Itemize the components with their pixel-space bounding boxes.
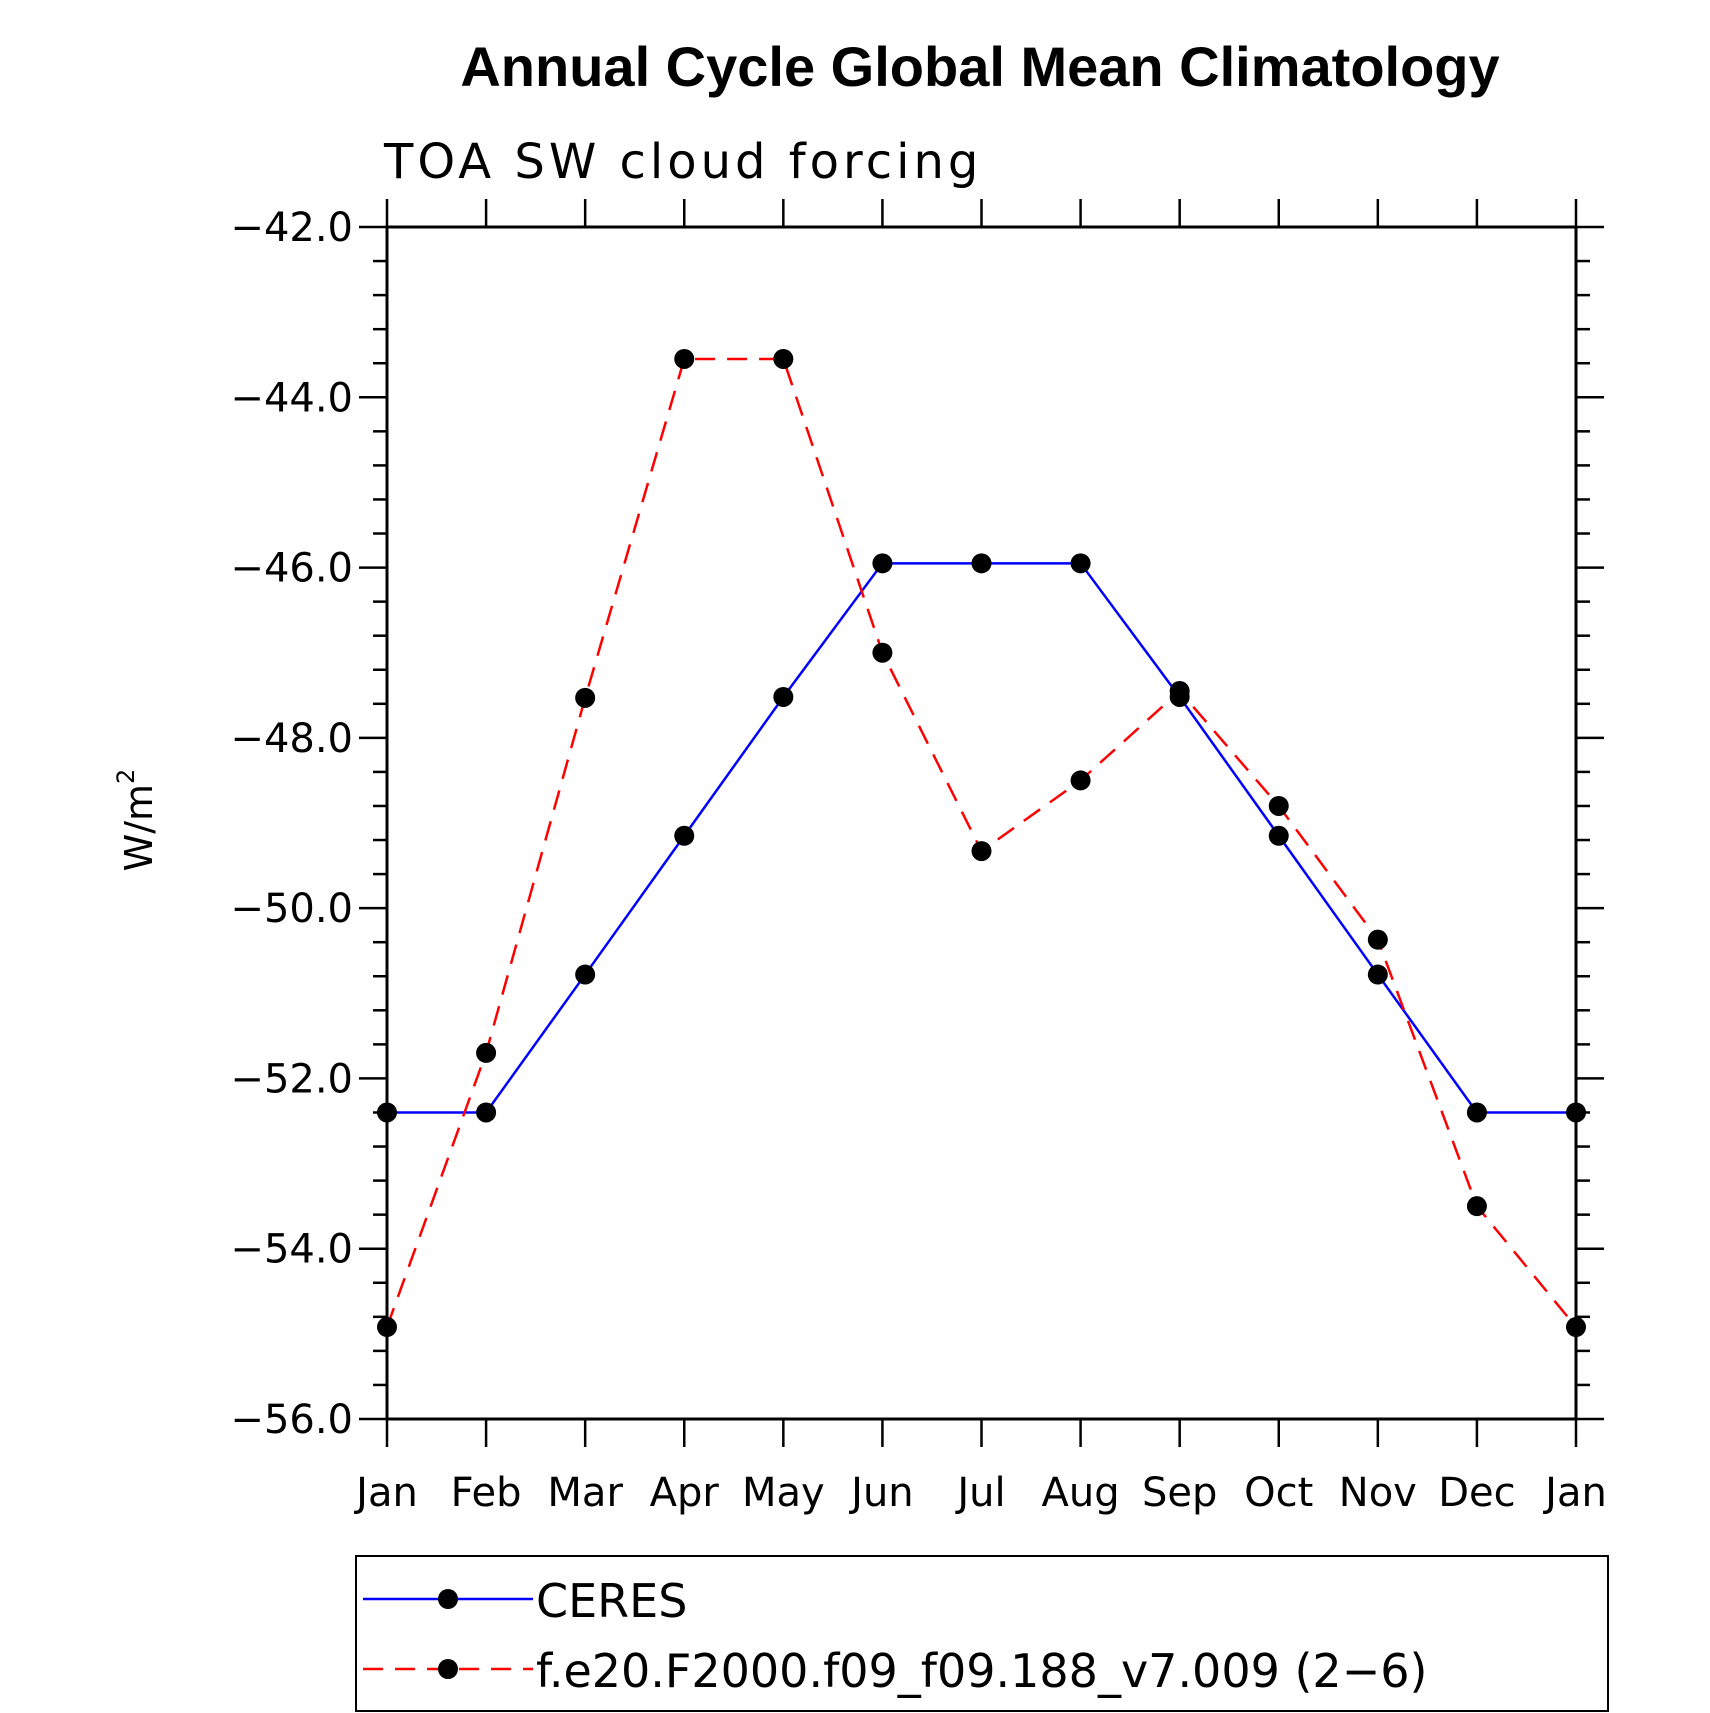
data-point-1: [674, 348, 695, 369]
x-tick-label: Dec: [1438, 1470, 1515, 1516]
y-tick-label: −48.0: [230, 716, 353, 762]
legend-label-ceres: CERES: [536, 1574, 687, 1628]
x-tick-label: Jan: [1542, 1470, 1607, 1516]
data-point-1: [1169, 681, 1190, 702]
x-tick-label: Aug: [1042, 1470, 1120, 1516]
y-tick-label: −42.0: [230, 205, 353, 251]
data-point-1: [971, 841, 992, 862]
data-point-1: [773, 348, 794, 369]
legend-marker-model: [438, 1659, 458, 1679]
x-tick-label: Apr: [650, 1470, 720, 1516]
x-tick-label: May: [742, 1470, 825, 1516]
data-point-0: [476, 1102, 497, 1123]
data-point-1: [377, 1317, 397, 1338]
data-point-1: [1367, 929, 1388, 950]
data-point-0: [1367, 964, 1388, 985]
x-tick-label: Jul: [954, 1470, 1005, 1516]
plot-frame: [385, 225, 1578, 1421]
y-axis-label: W/m2: [112, 769, 161, 872]
data-point-1: [1566, 1317, 1586, 1338]
legend-marker-ceres: [438, 1589, 458, 1609]
data-point-0: [1070, 553, 1091, 574]
svg-text:W/m2: W/m2: [112, 769, 161, 872]
data-point-0: [773, 686, 794, 707]
y-tick-label: −56.0: [230, 1397, 353, 1443]
x-tick-label: Sep: [1142, 1470, 1217, 1516]
x-tick-label: Nov: [1339, 1470, 1417, 1516]
data-point-0: [575, 964, 596, 985]
data-point-0: [377, 1102, 397, 1123]
data-point-0: [971, 553, 992, 574]
data-point-0: [872, 553, 893, 574]
legend: CERES f.e20.F2000.f09_f09.188_v7.009 (2−…: [355, 1555, 1609, 1712]
y-tick-label: −52.0: [230, 1056, 353, 1102]
data-point-0: [1466, 1102, 1487, 1123]
data-point-1: [1466, 1196, 1487, 1217]
data-point-1: [1070, 770, 1091, 791]
chart-title: Annual Cycle Global Mean Climatology: [460, 35, 1499, 98]
x-tick-label: Oct: [1244, 1470, 1313, 1516]
data-point-0: [674, 825, 695, 846]
data-point-1: [872, 642, 893, 663]
legend-box: [355, 1555, 1609, 1712]
data-point-1: [575, 687, 596, 708]
y-tick-label: −50.0: [230, 886, 353, 932]
y-tick-label: −44.0: [230, 375, 353, 421]
data-point-1: [476, 1042, 497, 1063]
x-tick-label: Mar: [547, 1470, 623, 1516]
y-axis-label-superscript: 2: [112, 769, 140, 784]
legend-label-model: f.e20.F2000.f09_f09.188_v7.009 (2−6): [536, 1644, 1427, 1698]
y-tick-label: −46.0: [230, 546, 353, 592]
chart-subtitle: TOA SW cloud forcing: [383, 134, 982, 190]
y-axis-label-text: W/m: [117, 784, 161, 871]
axis-ticks: [359, 199, 1604, 1447]
series-line-0: [387, 562, 1576, 1114]
series-markers: [377, 348, 1586, 1338]
y-tick-labels: −42.0 −44.0 −46.0 −48.0 −50.0 −52.0 −54.0 −56.0: [230, 205, 353, 1443]
x-tick-label: Jun: [848, 1470, 914, 1516]
x-tick-labels: Jan Feb Mar Apr May Jun Jul Aug Sep Oct Nov Dec Jan: [353, 1470, 1607, 1516]
x-tick-label: Jan: [353, 1470, 418, 1516]
x-tick-label: Feb: [451, 1470, 522, 1516]
data-point-1: [1268, 795, 1289, 816]
y-tick-label: −54.0: [230, 1227, 353, 1273]
data-point-0: [1566, 1102, 1586, 1123]
data-point-0: [1268, 825, 1289, 846]
